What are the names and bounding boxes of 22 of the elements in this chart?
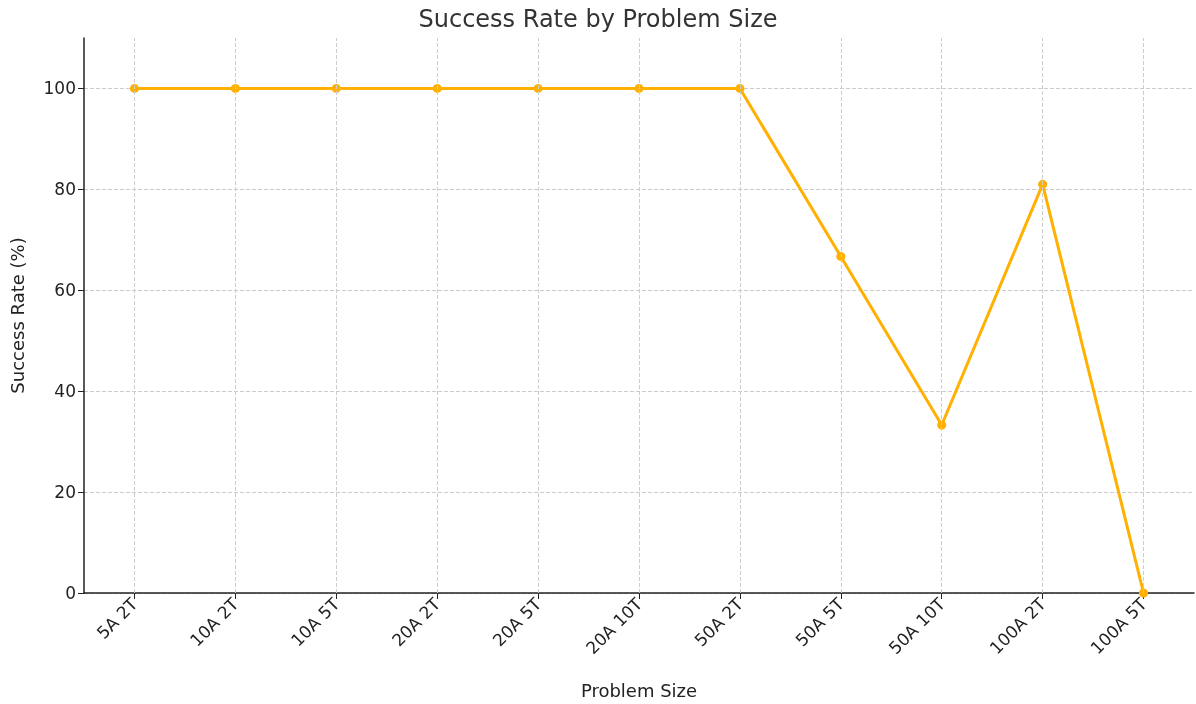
y-tick-label: 40 [54, 381, 76, 402]
point [1038, 179, 1048, 189]
x-axis-title: Problem Size [580, 679, 698, 701]
y-tick-label: 20 [54, 482, 76, 503]
y-axis-title: Success Rate (%) [6, 237, 28, 394]
point [230, 83, 240, 93]
y-tick-label: 60 [54, 280, 76, 301]
y-tick-label: 0 [65, 583, 76, 603]
x-tick-label: 50A 5T [791, 593, 849, 651]
x-tick-label: 50A 2T [690, 593, 748, 651]
x-tick-label: 5A 2T [92, 593, 142, 643]
point [129, 83, 139, 93]
x-tick-label: 10A 2T [186, 593, 243, 651]
point [432, 83, 442, 93]
point [331, 83, 341, 93]
y-tick-label: 100 [43, 78, 76, 99]
chart-title: Success Rate by Problem Size [418, 5, 778, 33]
x-tick-label: 20A 2T [387, 593, 445, 651]
point [836, 251, 846, 261]
x-tick-label: 10A 5T [286, 593, 344, 651]
y-tick-label: 80 [54, 179, 76, 200]
x-tick-label: 20A 5T [488, 593, 546, 651]
